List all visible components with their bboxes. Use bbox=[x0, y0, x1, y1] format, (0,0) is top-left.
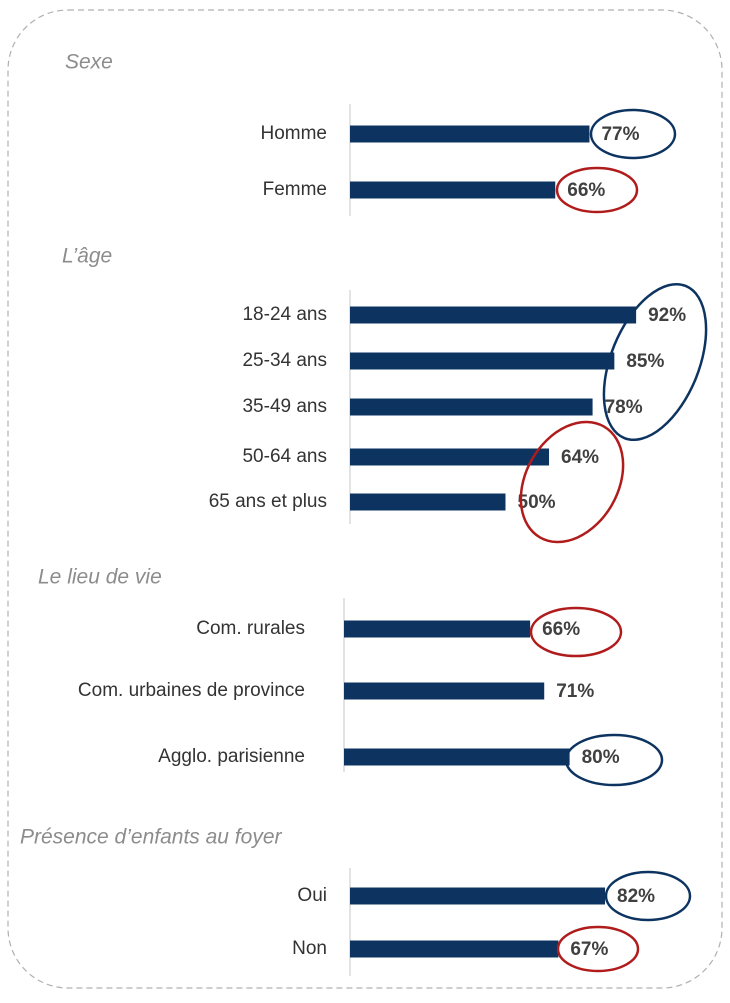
highlight-ellipse bbox=[519, 420, 625, 544]
value-label: 66% bbox=[542, 619, 580, 640]
category-label: Non bbox=[292, 938, 327, 959]
highlights bbox=[519, 108, 708, 973]
bar bbox=[350, 887, 606, 905]
category-label: Homme bbox=[260, 123, 327, 144]
bar bbox=[350, 940, 559, 958]
section-title: Sexe bbox=[65, 51, 113, 74]
highlight-ellipse bbox=[602, 282, 708, 442]
category-label: Femme bbox=[263, 179, 327, 200]
highlight-ellipse bbox=[529, 606, 623, 658]
value-label: 80% bbox=[582, 747, 620, 768]
category-label: 18-24 ans bbox=[242, 304, 327, 325]
category-label: Oui bbox=[297, 885, 327, 906]
bar bbox=[350, 493, 506, 511]
bar bbox=[350, 448, 550, 466]
category-label: 25-34 ans bbox=[242, 350, 327, 371]
value-label: 85% bbox=[626, 351, 664, 372]
bar bbox=[350, 306, 637, 324]
category-label: Agglo. parisienne bbox=[158, 746, 305, 767]
bar bbox=[344, 620, 531, 638]
value-label: 50% bbox=[518, 492, 556, 513]
value-label: 67% bbox=[570, 939, 608, 960]
value-label: 66% bbox=[567, 180, 605, 201]
value-label: 77% bbox=[601, 124, 639, 145]
category-label: 35-49 ans bbox=[242, 396, 327, 417]
value-label: 82% bbox=[617, 886, 655, 907]
value-label: 71% bbox=[556, 681, 594, 702]
category-label: 65 ans et plus bbox=[209, 491, 327, 512]
value-label: 64% bbox=[561, 447, 599, 468]
highlight-ellipse bbox=[555, 166, 639, 214]
bar bbox=[344, 748, 570, 766]
value-label: 78% bbox=[605, 397, 643, 418]
category-label: Com. rurales bbox=[196, 618, 305, 639]
highlight-ellipse bbox=[556, 925, 640, 973]
highlight-ellipse bbox=[564, 733, 664, 787]
section-title: Le lieu de vie bbox=[38, 566, 162, 589]
value-label: 92% bbox=[648, 305, 686, 326]
bar bbox=[350, 352, 615, 370]
section-title: L’âge bbox=[62, 245, 112, 268]
category-label: Com. urbaines de province bbox=[78, 680, 305, 701]
highlight-ellipse bbox=[589, 108, 677, 160]
bar bbox=[344, 682, 545, 700]
section-title: Présence d’enfants au foyer bbox=[20, 826, 283, 849]
category-label: 50-64 ans bbox=[242, 446, 327, 467]
highlight-ellipse bbox=[604, 870, 692, 922]
bar bbox=[350, 125, 590, 143]
bar bbox=[350, 181, 556, 199]
bar bbox=[350, 398, 593, 416]
